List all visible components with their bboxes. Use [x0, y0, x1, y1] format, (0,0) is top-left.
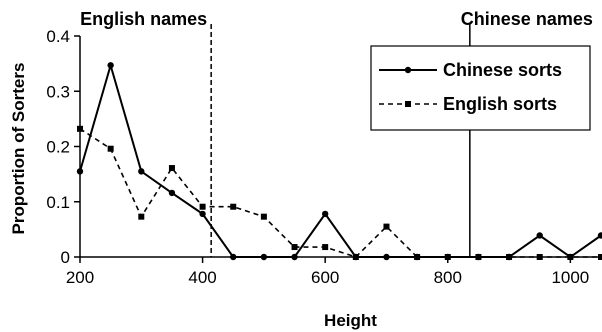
threshold-lines-group: English names Chinese names [80, 9, 593, 257]
english-sorts-point [536, 254, 543, 260]
english-sorts-point [598, 254, 602, 260]
english-sorts-point [260, 213, 267, 220]
chinese-sorts-point [321, 210, 329, 218]
english-sorts-point [168, 165, 175, 172]
y-tick-label: 0 [61, 248, 70, 267]
chinese-sorts-point [199, 210, 206, 218]
english-sorts-line [79, 128, 601, 258]
english-sorts-point [444, 254, 451, 260]
legend-label-english-sorts: English sorts [443, 94, 557, 114]
english-sorts-point [322, 244, 329, 251]
legend-marker-english-sorts [405, 101, 411, 107]
y-tick-label: 0.4 [46, 27, 70, 46]
english-sorts-point [352, 254, 359, 260]
legend-box [370, 45, 591, 131]
series-group [76, 61, 602, 261]
chinese-sorts-point [230, 253, 237, 261]
x-axis-title: Height [324, 311, 377, 330]
chinese-sorts-point [76, 168, 84, 175]
chinese-sorts-point [291, 253, 298, 261]
legend: Chinese sorts English sorts [370, 45, 591, 131]
chinese-sorts-point [260, 253, 268, 261]
chinese-sorts-point [107, 62, 114, 69]
y-axis-title: Proportion of Sorters [9, 63, 28, 235]
chinese-sorts-point [168, 189, 176, 197]
legend-label-chinese-sorts: Chinese sorts [443, 60, 562, 80]
axes-group: 0 0.1 0.2 0.3 0.4 200 400 600 800 1000 Height Propo… [9, 27, 601, 330]
english-sorts-point [567, 254, 574, 260]
y-tick-label: 0.3 [46, 82, 70, 101]
chinese-sorts-point [536, 232, 543, 239]
chinese-sorts-point [138, 168, 145, 175]
chinese-sorts-point [597, 232, 602, 239]
english-sorts-point [230, 203, 237, 210]
english-sorts-point [291, 244, 298, 251]
english-sorts-point [199, 203, 206, 210]
legend-marker-chinese-sorts [404, 66, 412, 74]
x-tick-label: 600 [311, 268, 339, 287]
chinese-names-annotation: Chinese names [461, 9, 593, 29]
english-names-annotation: English names [80, 9, 207, 29]
english-sorts-point [475, 254, 482, 260]
english-sorts-point [138, 213, 145, 220]
x-tick-label: 200 [66, 268, 94, 287]
english-sorts-point [414, 254, 421, 260]
y-tick-label: 0.1 [46, 193, 70, 212]
english-sorts-point [506, 254, 513, 260]
x-tick-label: 400 [188, 268, 216, 287]
x-tick-label: 1000 [551, 268, 589, 287]
english-sorts-point [107, 145, 114, 152]
y-tick-label: 0.2 [46, 138, 70, 157]
x-tick-label: 800 [434, 268, 462, 287]
chinese-sorts-line [79, 61, 602, 259]
english-sorts-point [383, 223, 390, 230]
chinese-sorts-point [383, 253, 390, 261]
english-sorts-point [77, 125, 83, 132]
